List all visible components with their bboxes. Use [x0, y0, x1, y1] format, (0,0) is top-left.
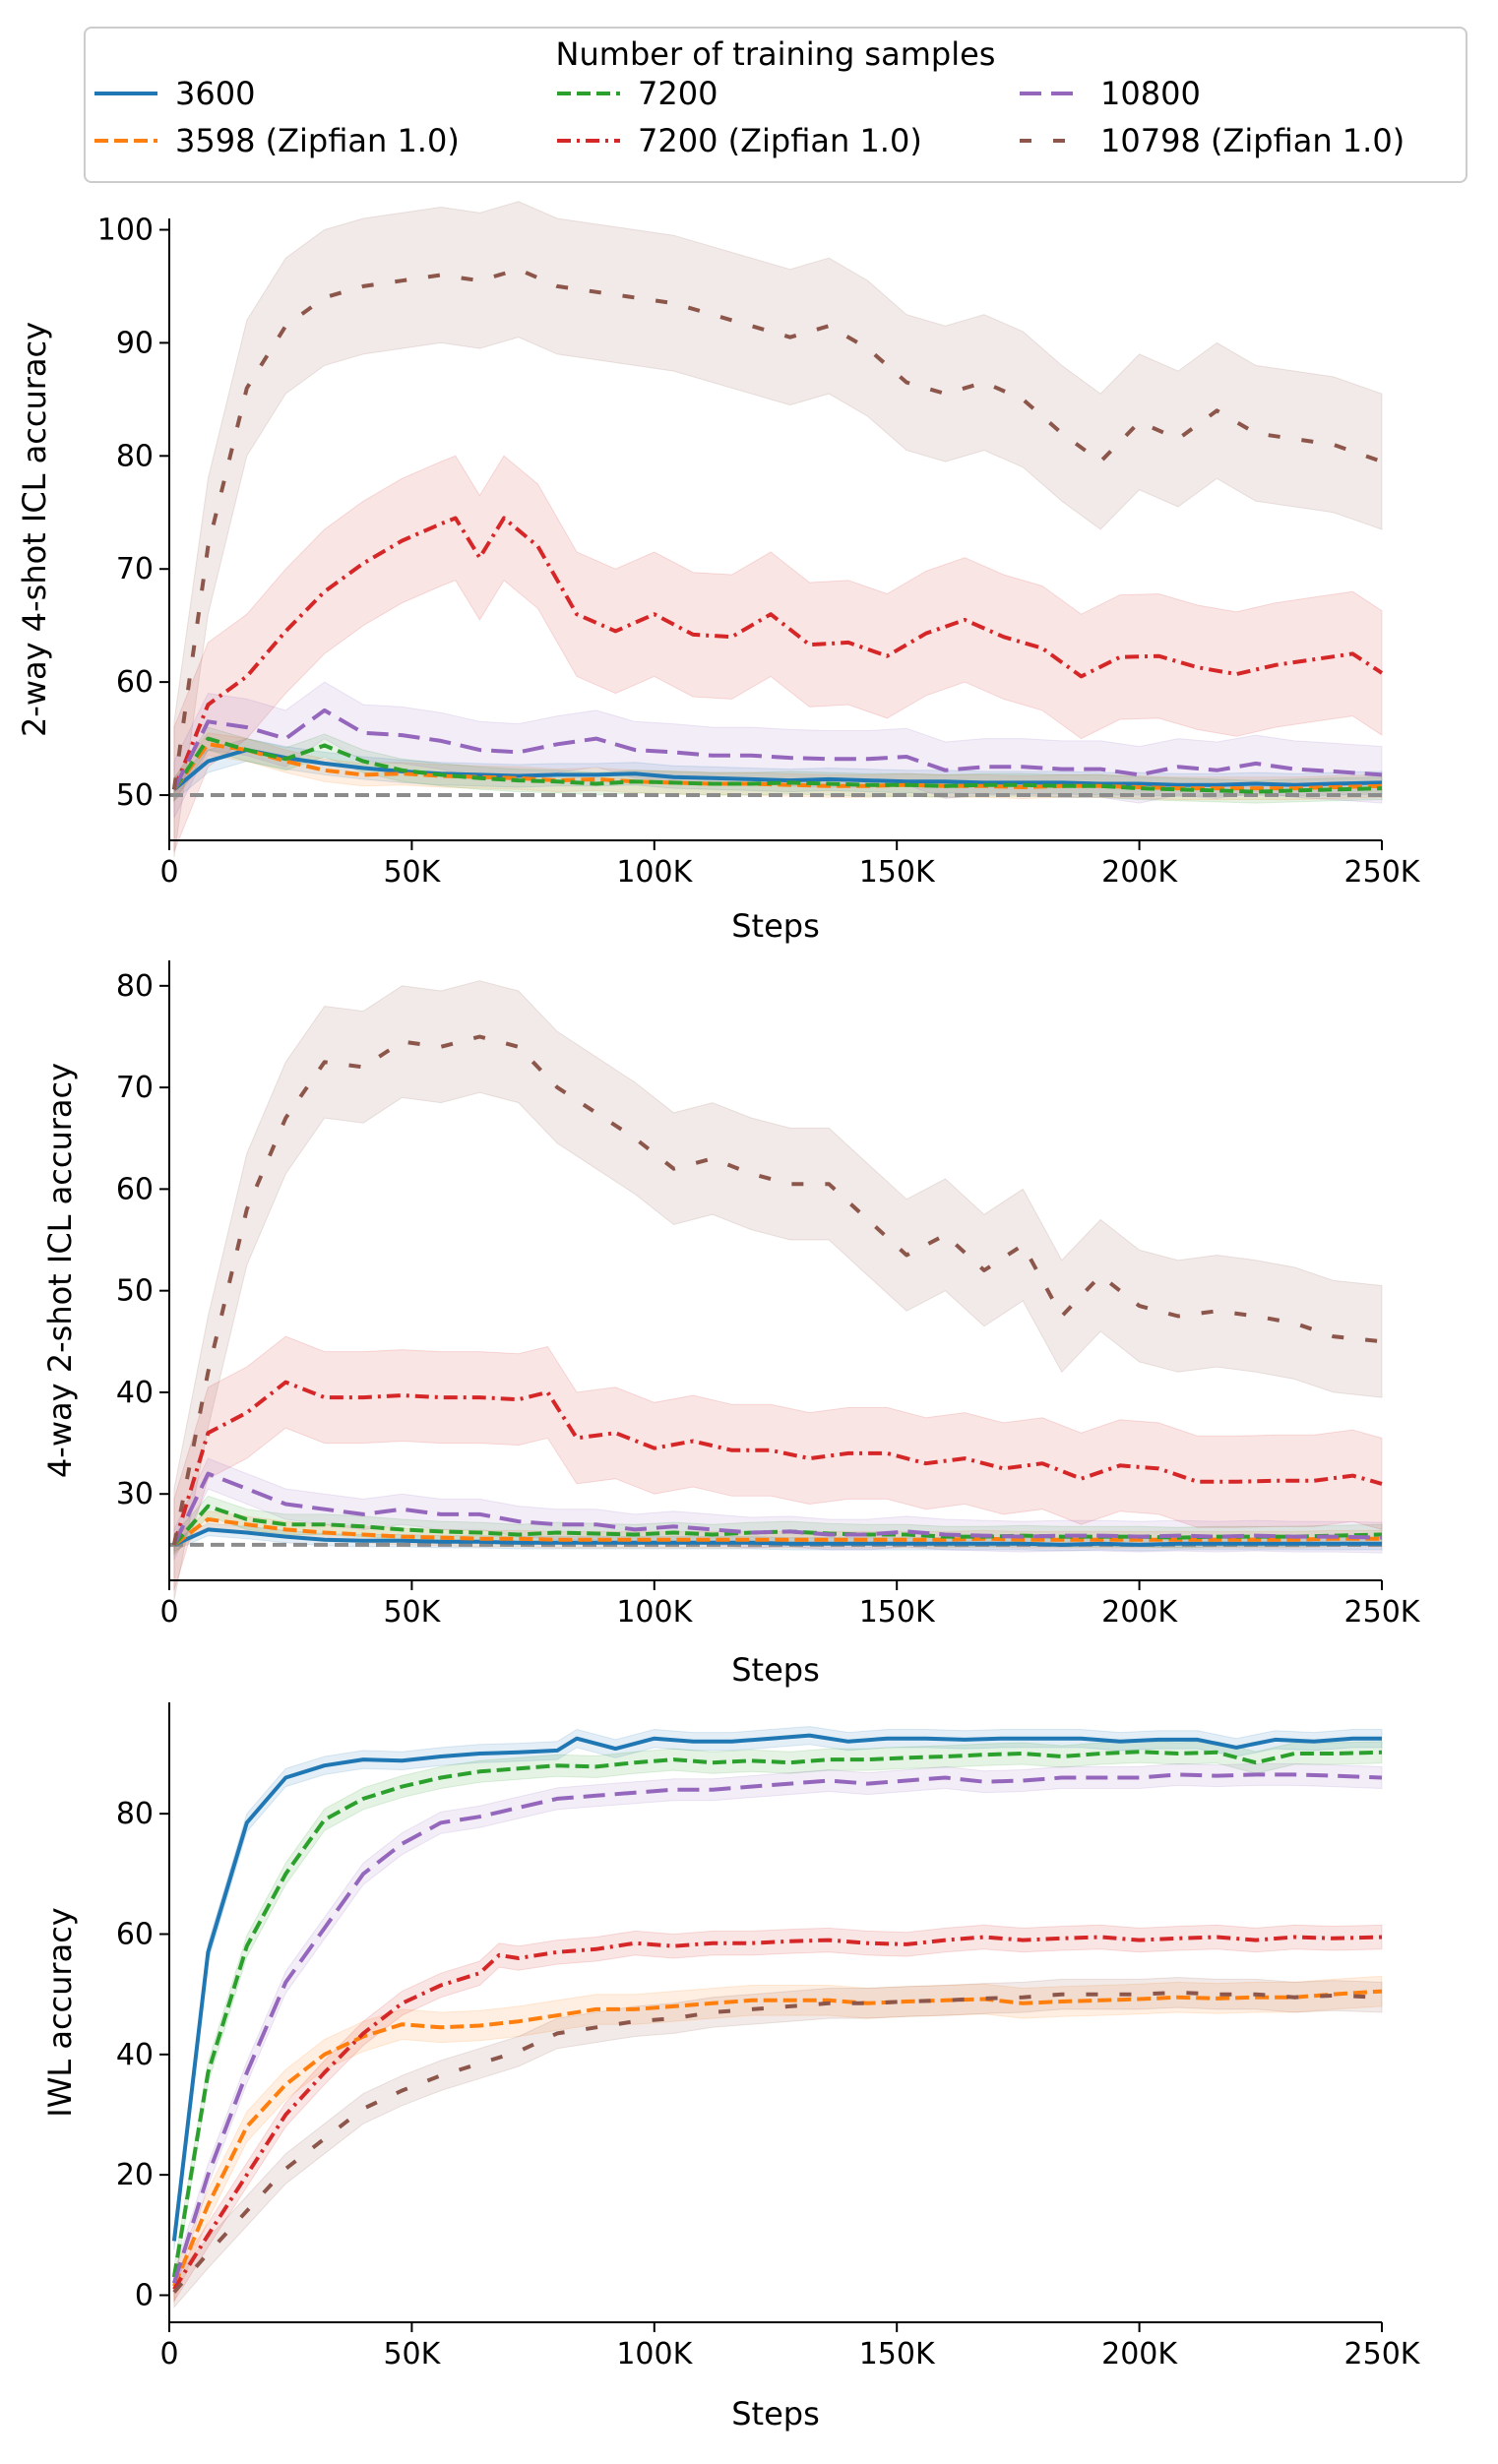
series-line-10798-zipfian-1-0 [171, 267, 1383, 790]
series-line-3600 [171, 1733, 1382, 2242]
band-7200-zipfian-1-0 [173, 1924, 1383, 2304]
x-tick-label: 0 [159, 1595, 178, 1630]
x-tick-label: 250K [1344, 1595, 1421, 1630]
confidence-bands [173, 1725, 1383, 2310]
x-tick-label: 50K [383, 855, 441, 890]
series-line-7200-zipfian-1-0 [172, 1935, 1383, 2291]
x-tick-label: 100K [616, 855, 693, 890]
x-axis-label: Steps [731, 907, 820, 945]
y-axis-label: 4-way 2-shot ICL accuracy [41, 1063, 79, 1478]
y-tick-label: 50 [116, 778, 154, 813]
band-10798-zipfian-1-0 [173, 980, 1383, 1601]
y-tick-label: 70 [116, 1071, 154, 1105]
band-3600 [173, 1725, 1383, 2250]
x-tick-label: 200K [1101, 855, 1178, 890]
series-line-7200-zipfian-1-0 [172, 516, 1384, 791]
y-tick-label: 80 [116, 969, 154, 1004]
x-tick-label: 100K [616, 2337, 693, 2372]
series-line-10800 [172, 1471, 1383, 1546]
x-tick-label: 50K [383, 2337, 441, 2372]
series-line-7200 [171, 1750, 1383, 2278]
panel-iwl: 0 50K 100K 150K 200K 250K 0 20 40 60 80 Steps IWL ac… [41, 1702, 1421, 2433]
x-tick-label: 150K [859, 1595, 936, 1630]
band-10798-zipfian-1-0 [173, 1976, 1383, 2310]
x-axis-label: Steps [731, 1651, 820, 1689]
y-tick-label: 100 [97, 213, 154, 247]
legend-entry-10798-zipfian-1-0: 10798 (Zipfian 1.0) [1020, 122, 1404, 159]
legend-label: 10798 (Zipfian 1.0) [1100, 122, 1404, 159]
x-tick-label: 150K [859, 855, 936, 890]
series-line-10798-zipfian-1-0 [172, 1990, 1383, 2294]
x-tick-label: 200K [1101, 1595, 1178, 1630]
band-10798-zipfian-1-0 [173, 201, 1383, 858]
series-line-3600 [173, 1527, 1382, 1547]
x-tick-label: 0 [159, 855, 178, 890]
legend-entries: 3600 3598 (Zipfian 1.0) 7200 7200 (Zipfian … [94, 75, 1404, 159]
y-tick-label: 40 [116, 2038, 154, 2072]
series-line-3598-zipfian-1-0 [172, 1989, 1383, 2288]
legend-entry-7200: 7200 [557, 75, 718, 112]
legend-label: 7200 (Zipfian 1.0) [638, 122, 922, 159]
y-tick-label: 40 [116, 1376, 154, 1410]
legend-label: 7200 [638, 75, 718, 112]
series-lines [171, 1733, 1383, 2294]
band-3598-zipfian-1-0 [173, 1975, 1383, 2302]
series-line-7200 [172, 736, 1383, 794]
y-tick-label: 30 [116, 1477, 154, 1511]
y-tick-label: 80 [116, 439, 154, 473]
panel-4way-2shot: 0 50K 100K 150K 200K 250K 30 40 50 60 70 80 Steps 4-w… [41, 960, 1421, 1689]
y-axis-label: 2-way 4-shot ICL accuracy [16, 322, 53, 737]
x-tick-label: 50K [383, 1595, 441, 1630]
y-tick-label: 60 [116, 1917, 154, 1951]
series-line-7200-zipfian-1-0 [171, 1380, 1383, 1546]
series-line-3598-zipfian-1-0 [172, 1517, 1382, 1547]
band-7200-zipfian-1-0 [173, 455, 1383, 852]
series-lines [171, 1034, 1383, 1547]
legend-title: Number of training samples [556, 35, 996, 73]
band-10800 [173, 1762, 1383, 2295]
legend-entry-3598-zipfian-1-0: 3598 (Zipfian 1.0) [94, 122, 460, 159]
y-tick-label: 60 [116, 665, 154, 700]
legend-entry-10800: 10800 [1020, 75, 1201, 112]
x-tick-label: 200K [1101, 2337, 1178, 2372]
legend-label: 10800 [1100, 75, 1201, 112]
series-line-10798-zipfian-1-0 [171, 1034, 1383, 1546]
y-tick-label: 70 [116, 552, 154, 586]
x-tick-label: 100K [616, 1595, 693, 1630]
y-axis-label: IWL accuracy [41, 1907, 79, 2117]
x-tick-label: 250K [1344, 855, 1421, 890]
x-tick-label: 250K [1344, 2337, 1421, 2372]
y-tick-label: 60 [116, 1172, 154, 1206]
band-7200-zipfian-1-0 [173, 1335, 1383, 1591]
y-tick-label: 0 [135, 2278, 154, 2312]
series-line-10800 [172, 708, 1383, 791]
y-tick-label: 80 [116, 1797, 154, 1831]
x-axis-label: Steps [731, 2395, 820, 2433]
legend-entry-7200-zipfian-1-0: 7200 (Zipfian 1.0) [557, 122, 922, 159]
series-line-3600 [172, 748, 1383, 791]
y-tick-label: 50 [116, 1274, 154, 1309]
panel-2way-4shot: 0 50K 100K 150K 200K 250K 50 60 70 80 90 100 Steps 2-… [16, 201, 1421, 945]
legend-entry-3600: 3600 [94, 75, 255, 112]
y-tick-label: 20 [116, 2158, 154, 2192]
legend: Number of training samples 3600 3598 (Zip… [84, 27, 1467, 183]
series-lines [171, 267, 1384, 794]
y-tick-label: 90 [116, 326, 154, 360]
x-tick-label: 150K [859, 2337, 936, 2372]
legend-label: 3598 (Zipfian 1.0) [175, 122, 460, 159]
x-tick-label: 0 [159, 2337, 178, 2372]
band-7200 [173, 1740, 1383, 2289]
legend-frame [84, 27, 1467, 183]
legend-label: 3600 [175, 75, 255, 112]
